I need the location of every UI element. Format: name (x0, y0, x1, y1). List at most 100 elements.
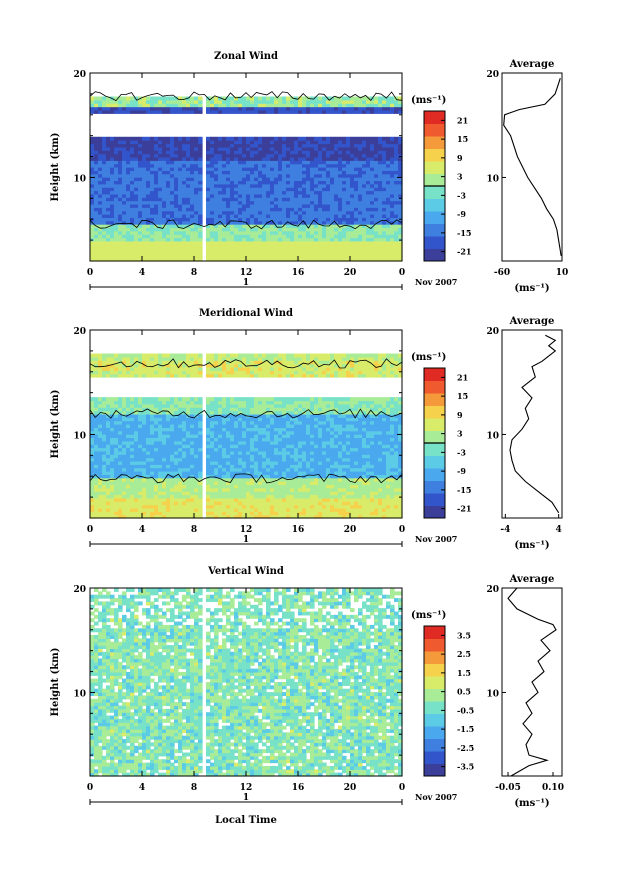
heatmap-cell (154, 220, 159, 225)
heatmap-cell (182, 230, 187, 235)
heatmap-cell (98, 163, 103, 168)
heatmap-cell (194, 136, 199, 141)
heatmap-cell (114, 156, 119, 161)
heatmap-cell (98, 207, 103, 212)
heatmap-cell (162, 177, 167, 182)
heatmap-cell (210, 224, 215, 229)
heatmap-cell (130, 247, 135, 252)
heatmap-cell (170, 237, 175, 242)
heatmap-cell (154, 254, 159, 259)
heatmap-cell (122, 257, 127, 262)
heatmap-cell (162, 397, 167, 402)
heatmap-cell (102, 103, 107, 108)
heatmap-cell (122, 353, 127, 358)
heatmap-cell (194, 160, 199, 165)
heatmap-cell (102, 254, 107, 259)
heatmap-cell (206, 150, 211, 155)
heatmap-cell (134, 193, 139, 198)
heatmap-cell (122, 197, 127, 202)
heatmap-cell (150, 254, 155, 259)
heatmap-cell (106, 143, 111, 148)
heatmap-cell (114, 207, 119, 212)
heatmap-cell (170, 203, 175, 208)
heatmap-cell (182, 96, 187, 101)
heatmap-cell (98, 227, 103, 232)
heatmap-cell (102, 240, 107, 245)
heatmap-cell (114, 200, 119, 205)
heatmap-cell (146, 197, 151, 202)
heatmap-cell (150, 193, 155, 198)
heatmap-cell (142, 257, 147, 262)
heatmap-cell (206, 173, 211, 178)
heatmap-cell (126, 167, 131, 171)
heatmap-cell (210, 244, 215, 249)
heatmap-cell (198, 177, 203, 182)
heatmap-cell (190, 214, 195, 218)
heatmap-cell (150, 234, 155, 239)
heatmap (90, 96, 403, 262)
heatmap-cell (142, 247, 147, 252)
heatmap-cell (198, 156, 203, 161)
heatmap-cell (138, 160, 143, 165)
heatmap-cell (106, 103, 111, 108)
heatmap-cell (102, 167, 107, 171)
heatmap-cell (102, 250, 107, 255)
heatmap-cell (194, 156, 199, 161)
heatmap-cell (198, 397, 203, 402)
heatmap-cell (146, 203, 151, 208)
heatmap-cell (118, 183, 123, 188)
heatmap-cell (162, 254, 167, 259)
heatmap-cell (222, 353, 227, 358)
heatmap-cell (114, 180, 119, 185)
heatmap-cell (238, 397, 243, 402)
heatmap-cell (182, 143, 187, 148)
heatmap-cell (142, 136, 147, 141)
heatmap-cell (118, 109, 123, 114)
heatmap-cell (178, 190, 183, 195)
heatmap-cell (134, 250, 139, 255)
heatmap-cell (134, 160, 139, 165)
heatmap-cell (154, 183, 159, 188)
heatmap-cell (134, 200, 139, 205)
heatmap-cell (158, 250, 163, 255)
heatmap-cell (198, 193, 203, 198)
colorbar-tick-label: 9 (457, 153, 463, 163)
heatmap-cell (90, 237, 95, 242)
heatmap-cell (154, 190, 159, 195)
average-y-tick-label: 10 (486, 174, 499, 184)
heatmap-cell (130, 244, 135, 249)
heatmap-cell (206, 193, 211, 198)
heatmap-cell (126, 353, 131, 358)
heatmap-cell (126, 183, 131, 188)
heatmap-cell (186, 217, 191, 222)
heatmap-cell (182, 227, 187, 232)
heatmap-cell (150, 397, 155, 402)
heatmap-cell (166, 353, 171, 358)
heatmap-cell (178, 103, 183, 108)
heatmap-cell (114, 140, 119, 145)
heatmap-cell (158, 237, 163, 242)
heatmap-cell (358, 136, 363, 141)
heatmap-cell (166, 163, 171, 168)
heatmap-cell (210, 220, 215, 225)
heatmap-cell (226, 397, 231, 402)
heatmap-cell (138, 180, 143, 185)
x-tick-label: 4 (139, 268, 145, 278)
heatmap-cell (130, 237, 135, 242)
heatmap-cell (130, 163, 135, 168)
heatmap-cell (110, 167, 115, 171)
heatmap-cell (166, 214, 171, 218)
heatmap-cell (142, 220, 147, 225)
heatmap-cell (154, 153, 159, 158)
heatmap-cell (194, 163, 199, 168)
heatmap-cell (150, 109, 155, 114)
heatmap-cell (198, 187, 203, 192)
heatmap-cell (174, 187, 179, 192)
heatmap-cell (134, 136, 139, 141)
heatmap-cell (170, 156, 175, 161)
heatmap-cell (118, 177, 123, 182)
heatmap-cell (370, 136, 375, 141)
heatmap-cell (278, 136, 283, 141)
heatmap-cell (102, 244, 107, 249)
heatmap-cell (190, 156, 195, 161)
